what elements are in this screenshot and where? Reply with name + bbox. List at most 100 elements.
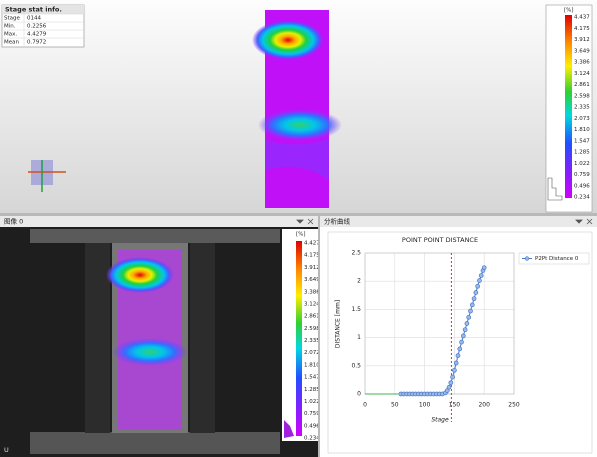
colorbar-label: 3.386 (304, 289, 320, 295)
stat-value: 0144 (27, 16, 41, 22)
colorbar-label: 0.234 (574, 195, 590, 201)
top-contour (252, 10, 342, 208)
colorbar-label: 1.547 (304, 375, 320, 381)
panel-header (320, 216, 597, 227)
specimen-photo (30, 229, 280, 454)
stat-info-header (2, 5, 84, 14)
stat-name: Min. (4, 24, 16, 30)
colorbar-label: 4.175 (574, 26, 590, 32)
colorbar-histogram (547, 177, 563, 201)
data-point (452, 367, 457, 373)
data-point (478, 273, 484, 278)
legend-box (518, 252, 590, 265)
colorbar-label: 3.912 (304, 265, 320, 271)
data-point (446, 384, 452, 390)
data-point (453, 360, 459, 366)
colorbar-label: 1.285 (574, 150, 590, 156)
colorbar-label: 0.759 (574, 172, 590, 178)
colorbar-label: 4.437 (574, 15, 590, 21)
colorbar-label: 1.810 (574, 127, 590, 133)
colorbar-label: 2.861 (574, 82, 590, 88)
y-tick-label: 2.5 (351, 250, 361, 257)
colorbar-unit: [%] (564, 8, 574, 14)
stat-value: 0.7972 (27, 40, 46, 46)
y-tick-label: 0.5 (351, 362, 361, 369)
colorbar-label: 0.234 (304, 436, 320, 442)
colorbar-label: 3.649 (574, 48, 590, 54)
stat-name: Stage (4, 16, 21, 22)
colorbar-label: 2.598 (304, 326, 320, 332)
data-point (475, 283, 480, 289)
colorbar-label: 4.427 (304, 241, 320, 247)
data-point (464, 321, 470, 326)
colorbar-label: 0.496 (574, 183, 590, 189)
colorbar-label: 3.124 (574, 71, 590, 77)
colorbar-label: 3.386 (574, 60, 590, 66)
data-point (466, 314, 472, 320)
data-point (462, 327, 468, 333)
data-point (450, 374, 455, 380)
colorbar-strip (565, 15, 572, 198)
corner-label: U (4, 446, 9, 454)
colorbar-label: 1.285 (304, 387, 320, 393)
colorbar-label: 4.175 (304, 253, 320, 259)
chart-title: POINT POINT DISTANCE (402, 236, 478, 244)
colorbar-unit: [%] (296, 232, 306, 238)
divider (318, 216, 320, 457)
panel-title: 分析曲线 (324, 217, 351, 226)
data-point (468, 308, 473, 314)
data-point (471, 296, 477, 302)
x-tick-label: 200 (478, 402, 490, 409)
data-point (473, 290, 479, 295)
data-point (459, 339, 464, 345)
colorbar-label: 0.759 (304, 411, 320, 417)
data-point (477, 278, 482, 283)
stat-name: Mean (4, 40, 19, 46)
colorbar-label: 3.912 (574, 37, 590, 43)
stat-value: 0.2256 (27, 24, 47, 30)
colorbar-strip (296, 241, 302, 436)
colorbar-label: 1.810 (304, 362, 320, 368)
chart-area (320, 227, 597, 457)
colorbar-label: 1.547 (574, 138, 590, 144)
y-tick-label: 1.5 (351, 306, 361, 313)
y-tick-label: 2 (357, 278, 361, 285)
colorbar-labels: [%]4.437 4.175 3.912 3.649 3.386 3.124 2.861 2.… (564, 8, 590, 201)
data-point (457, 346, 463, 352)
axis-gizmo (28, 160, 66, 192)
x-tick-label: 0 (363, 402, 367, 409)
y-axis-label: DISTANCE [mm] (335, 300, 342, 348)
stat-info-title: Stage stat info. (5, 6, 62, 14)
x-tick-label: 100 (419, 402, 431, 409)
colorbar-label: 2.072 (304, 350, 320, 356)
colorbar-label: 3.124 (304, 301, 320, 307)
colorbar-label: 2.335 (574, 105, 590, 111)
panel-controls[interactable] (296, 218, 314, 225)
stat-name: Max. (4, 32, 17, 38)
stat-value: 4.4279 (27, 32, 47, 38)
colorbar-label: 2.598 (574, 93, 590, 99)
colorbar-label: 1.022 (304, 399, 320, 405)
colorbar-labels: [%] 4.427 4.175 3.912 3.649 3.386 3.124 2.861 2.… (296, 232, 320, 442)
panel-title: 图像 0 (4, 217, 23, 226)
panel-header (0, 216, 318, 227)
data-point (448, 380, 454, 386)
divider (0, 213, 597, 216)
colorbar-label: 2.073 (574, 116, 590, 122)
legend-marker (524, 256, 530, 261)
plot: 0 0.5 1 1.5 2 2.5 0 50 100 150 200 250 P2Pt Distance… (351, 250, 590, 422)
panel-controls[interactable] (575, 218, 593, 225)
y-tick-label: 0 (357, 391, 361, 398)
colorbar-label: 2.861 (304, 314, 320, 320)
colorbar-label: 3.649 (304, 277, 320, 283)
colorbar-label: 2.335 (304, 338, 320, 344)
x-axis-label: Stage (431, 417, 449, 424)
colorbar-label: 0.496 (304, 423, 320, 429)
x-tick-label: 50 (391, 402, 399, 409)
data-point (469, 302, 475, 308)
data-point (460, 333, 466, 339)
data-point (481, 265, 487, 271)
stat-info-rows: Stage 0144 Min. 0.2256 Max. 4.4279 Mean 0.7972 (2, 13, 84, 46)
